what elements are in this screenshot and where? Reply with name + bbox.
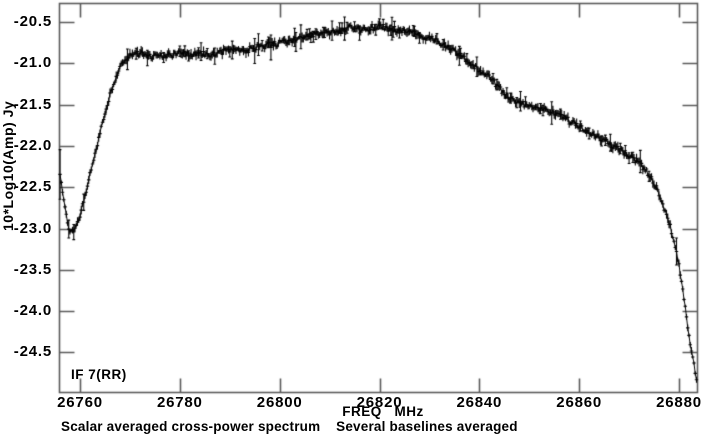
plot-caption: Scalar averaged cross-power spectrum Sev… bbox=[61, 419, 518, 434]
x-tick-label: 26780 bbox=[156, 394, 203, 411]
y-axis-title: 10*Log10(Amp) Jy bbox=[0, 100, 16, 231]
y-tick-label: -22.0 bbox=[13, 136, 52, 154]
x-tick-label: 26820 bbox=[356, 394, 403, 411]
y-tick-label: -23.0 bbox=[13, 219, 52, 237]
y-tick-label: -20.5 bbox=[13, 13, 52, 30]
y-tick-label: -21.5 bbox=[13, 95, 52, 113]
x-tick-label: 26860 bbox=[556, 394, 603, 411]
x-axis-title: FREQ MHz bbox=[342, 404, 424, 419]
y-tick-label: -21.0 bbox=[13, 54, 52, 72]
x-tick-label: 26800 bbox=[256, 394, 303, 411]
x-tick-label: 26840 bbox=[456, 394, 503, 411]
y-tick-label: -22.5 bbox=[13, 178, 52, 196]
x-tick-label: 26880 bbox=[656, 394, 702, 411]
y-tick-label: -23.5 bbox=[13, 260, 52, 278]
y-tick-label: -24.5 bbox=[13, 343, 52, 361]
if-label: IF 7(RR) bbox=[71, 367, 127, 382]
x-tick-label: 26760 bbox=[57, 394, 103, 411]
y-tick-label: -24.0 bbox=[13, 302, 52, 320]
